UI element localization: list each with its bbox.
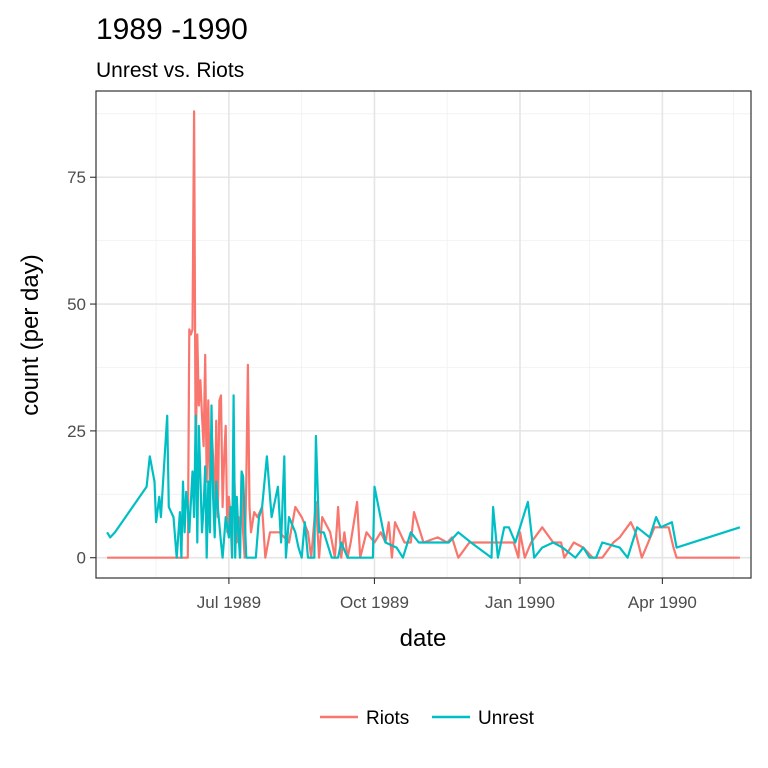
chart-subtitle: Unrest vs. Riots — [96, 59, 244, 82]
y-axis: 0 25 50 75 — [67, 168, 96, 568]
series-line-unrest — [106, 394, 741, 559]
x-tick-label: Jul 1989 — [197, 593, 261, 612]
y-tick-label: 25 — [67, 422, 86, 441]
y-tick-label: 0 — [77, 549, 86, 568]
legend-label-unrest: Unrest — [478, 708, 535, 729]
legend-label-riots: Riots — [366, 708, 409, 729]
chart-title: 1989 -1990 — [96, 13, 248, 46]
x-tick-label: Jan 1990 — [485, 593, 555, 612]
x-axis-title: date — [400, 625, 447, 652]
plot-border — [95, 90, 752, 579]
x-tick-label: Apr 1990 — [628, 593, 697, 612]
y-tick-label: 75 — [67, 168, 86, 187]
legend: Riots Unrest — [320, 708, 535, 729]
y-tick-label: 50 — [67, 295, 86, 314]
y-axis-title: count (per day) — [17, 254, 44, 415]
x-axis: Jul 1989 Oct 1989 Jan 1990 Apr 1990 — [197, 578, 697, 612]
series-lines — [106, 110, 741, 559]
x-tick-label: Oct 1989 — [340, 593, 409, 612]
